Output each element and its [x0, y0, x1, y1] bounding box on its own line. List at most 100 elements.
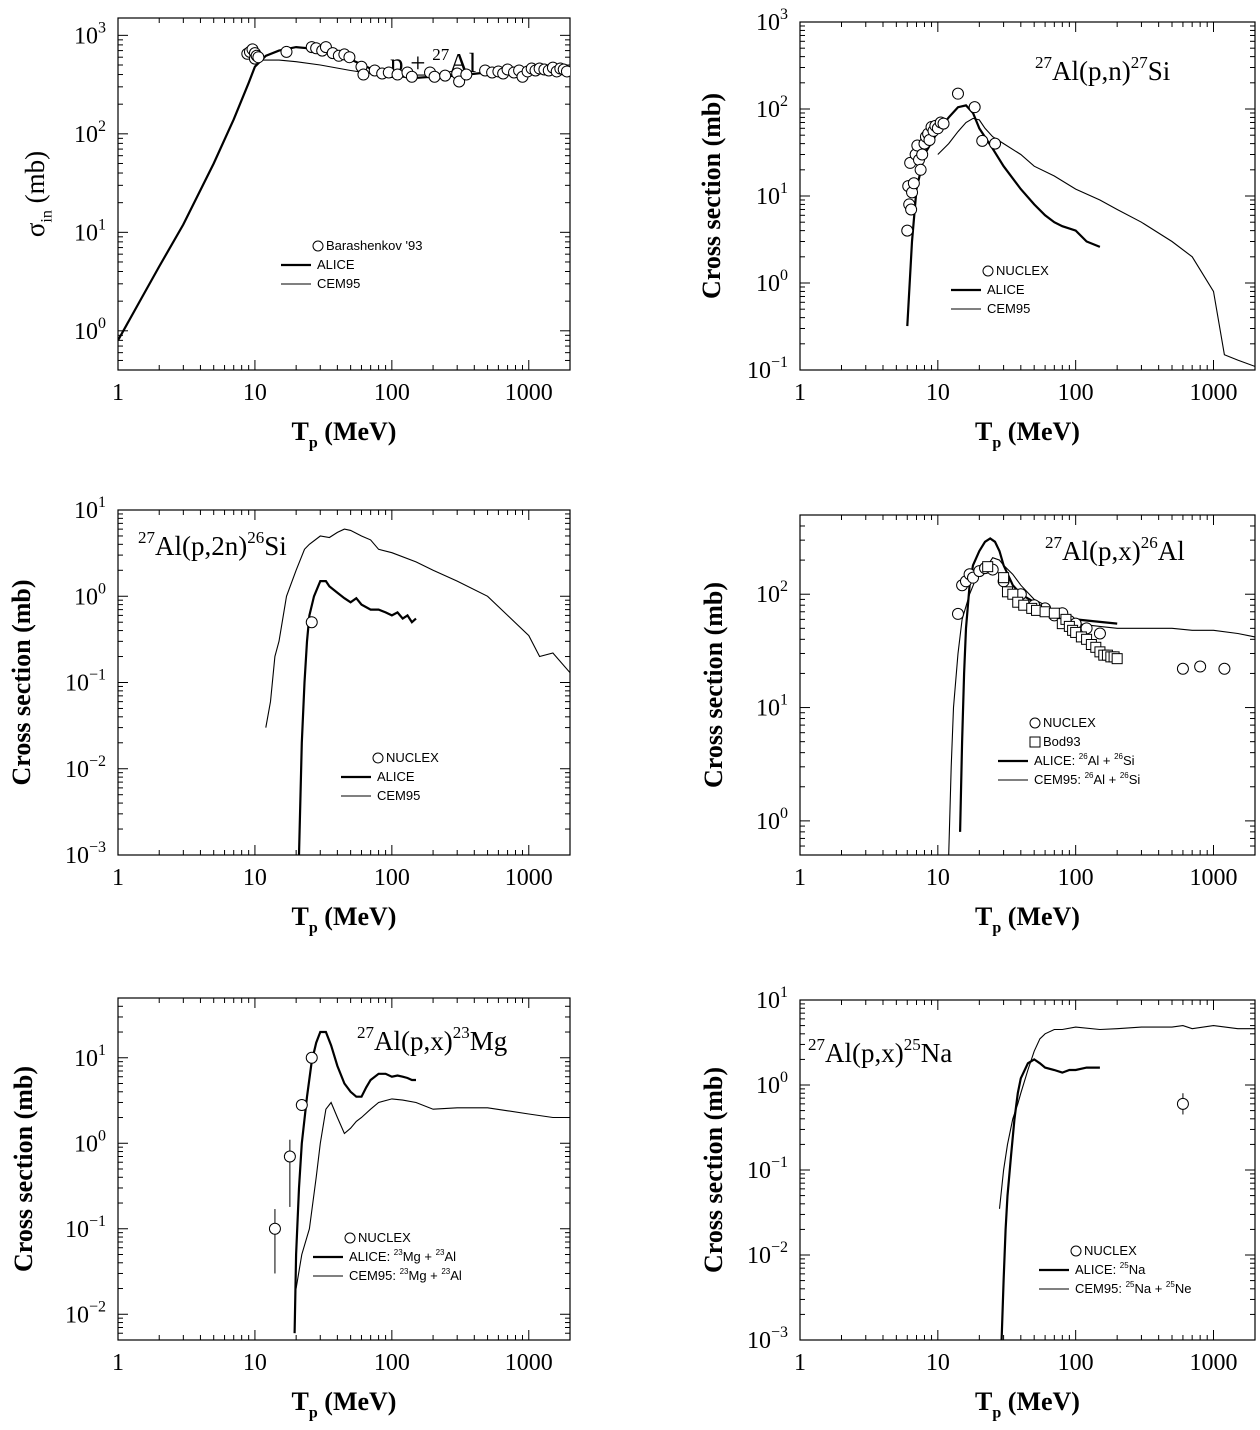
- y-tick-base: 10: [756, 988, 780, 1014]
- legend-label-part: NUCLEX: [386, 750, 439, 765]
- reaction-label-part: 27: [432, 45, 450, 64]
- reaction-label-part: Si: [264, 531, 287, 561]
- legend-label: CEM95: [987, 301, 1030, 316]
- data-point-square: [983, 562, 993, 572]
- y-tick-exponent: −1: [771, 354, 788, 371]
- y-axis-label: σin (mb): [20, 151, 55, 237]
- x-axis-label-part: p: [992, 434, 1001, 451]
- x-tick-label: 100: [374, 865, 410, 891]
- x-tick-label: 1: [112, 380, 124, 406]
- legend-label-part: ALICE:: [1034, 753, 1079, 768]
- y-tick-base: 10: [756, 809, 780, 835]
- data-point: [1177, 1098, 1188, 1109]
- data-point: [1195, 661, 1206, 672]
- series-line-thick: [118, 47, 570, 340]
- y-tick-exponent: 0: [98, 580, 106, 597]
- y-tick-label: 102: [74, 118, 106, 148]
- legend: NUCLEX ALICE CEM95: [341, 750, 439, 803]
- y-tick-exponent: 1: [98, 1042, 106, 1059]
- legend-label: CEM95: 23Mg + 23Al: [349, 1267, 462, 1283]
- legend-marker-circle: [1030, 718, 1040, 728]
- y-tick-base: 10: [65, 757, 89, 783]
- legend-label: ALICE: 26Al + 26Si: [1034, 752, 1135, 768]
- data-point: [561, 66, 572, 77]
- x-tick-label: 1: [794, 865, 806, 891]
- plot-area: [118, 42, 572, 341]
- reaction-label-part: Al(p,2n): [155, 531, 247, 561]
- y-axis-label-part: in: [38, 210, 55, 222]
- legend-label-part: CEM95: [377, 788, 420, 803]
- x-tick-label: 10: [926, 865, 950, 891]
- x-axis-label-part: p: [992, 919, 1001, 936]
- legend-label-part: CEM95:: [1034, 772, 1085, 787]
- legend-marker-circle: [1071, 1246, 1081, 1256]
- x-tick-label: 1000: [1190, 380, 1238, 406]
- y-axis-label: Cross section (mb): [697, 93, 726, 299]
- data-point: [284, 1151, 295, 1162]
- x-axis-label-part: (MeV): [1001, 902, 1080, 931]
- reaction-label-part: 27: [808, 1035, 826, 1054]
- data-point-square: [1112, 654, 1122, 664]
- legend-label: ALICE: [987, 282, 1025, 297]
- y-tick-label: 101: [756, 692, 788, 722]
- x-axis-label-part: T: [292, 1387, 309, 1416]
- reaction-label-part: Na: [921, 1038, 952, 1068]
- data-point: [344, 52, 355, 63]
- x-axis-label-part: (MeV): [1001, 1387, 1080, 1416]
- y-tick-exponent: 2: [98, 118, 106, 135]
- x-axis-label-part: T: [975, 417, 992, 446]
- data-point: [406, 71, 417, 82]
- chart-panel-1: 1 10 100 1000100101102103Tp (MeV)σin (mb)p …: [20, 18, 572, 451]
- y-tick-base: 10: [65, 843, 89, 869]
- y-tick-exponent: −2: [89, 1298, 106, 1315]
- y-tick-label: 100: [756, 805, 788, 835]
- x-axis-label-part: T: [292, 417, 309, 446]
- legend-label-part: Barashenkov '93: [326, 238, 422, 253]
- legend-label-part: NUCLEX: [1043, 715, 1096, 730]
- y-tick-label: 101: [74, 1042, 106, 1072]
- legend-label-part: NUCLEX: [358, 1230, 411, 1245]
- legend-label-part: Al: [450, 1268, 462, 1283]
- legend-label: NUCLEX: [1084, 1243, 1137, 1258]
- legend-label-part: CEM95: [317, 276, 360, 291]
- y-tick-label: 10−2: [65, 1298, 106, 1328]
- y-axis-label: Cross section (mb): [7, 579, 36, 785]
- y-tick-label: 10−1: [747, 354, 788, 384]
- y-tick-label: 10−3: [747, 1324, 788, 1354]
- legend-label-part: Al: [444, 1249, 456, 1264]
- legend-label-part: Mg +: [403, 1249, 436, 1264]
- legend: NUCLEXALICE: 25NaCEM95: 25Na + 25Ne: [1039, 1243, 1191, 1296]
- data-point: [440, 70, 451, 81]
- plot-frame: [118, 510, 570, 855]
- x-axis-label-part: p: [309, 919, 318, 936]
- y-axis-label-part: Cross section (mb): [699, 582, 728, 788]
- data-point: [908, 178, 919, 189]
- legend-label: ALICE: [377, 769, 415, 784]
- legend-label: CEM95: [317, 276, 360, 291]
- legend-label: CEM95: [377, 788, 420, 803]
- x-axis-label-part: p: [309, 434, 318, 451]
- y-tick-base: 10: [756, 582, 780, 608]
- legend-label-part: CEM95: [987, 301, 1030, 316]
- reaction-label: 27Al(p,x)26Al: [1045, 533, 1185, 566]
- x-tick-label: 1: [112, 865, 124, 891]
- legend-label-part: Si: [1129, 772, 1141, 787]
- legend-marker-circle: [983, 266, 993, 276]
- x-tick-label: 10: [926, 1350, 950, 1376]
- reaction-label-part: 27: [1045, 533, 1063, 552]
- y-tick-base: 10: [747, 1243, 771, 1269]
- y-tick-exponent: 2: [780, 93, 788, 110]
- data-point: [906, 204, 917, 215]
- legend: NUCLEXALICE: 23Mg + 23AlCEM95: 23Mg + 23…: [313, 1230, 462, 1283]
- y-tick-exponent: −1: [771, 1154, 788, 1171]
- reaction-label-part: Al(p,x): [1062, 536, 1141, 566]
- legend-marker-circle: [345, 1233, 355, 1243]
- y-tick-label: 100: [74, 315, 106, 345]
- legend-label-part: ALICE: [377, 769, 415, 784]
- x-axis-label-part: p: [309, 1404, 318, 1421]
- y-tick-base: 10: [74, 319, 98, 345]
- x-tick-label: 100: [1058, 380, 1094, 406]
- legend-label: ALICE: [317, 257, 355, 272]
- x-axis-label: Tp (MeV): [975, 902, 1080, 936]
- y-tick-label: 100: [756, 267, 788, 297]
